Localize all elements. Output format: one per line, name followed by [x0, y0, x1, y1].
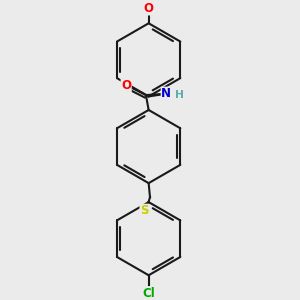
Text: Cl: Cl — [142, 286, 155, 300]
Text: H: H — [175, 90, 184, 100]
Text: O: O — [121, 79, 131, 92]
Text: N: N — [161, 87, 171, 100]
Text: S: S — [140, 204, 148, 217]
Text: O: O — [144, 2, 154, 15]
